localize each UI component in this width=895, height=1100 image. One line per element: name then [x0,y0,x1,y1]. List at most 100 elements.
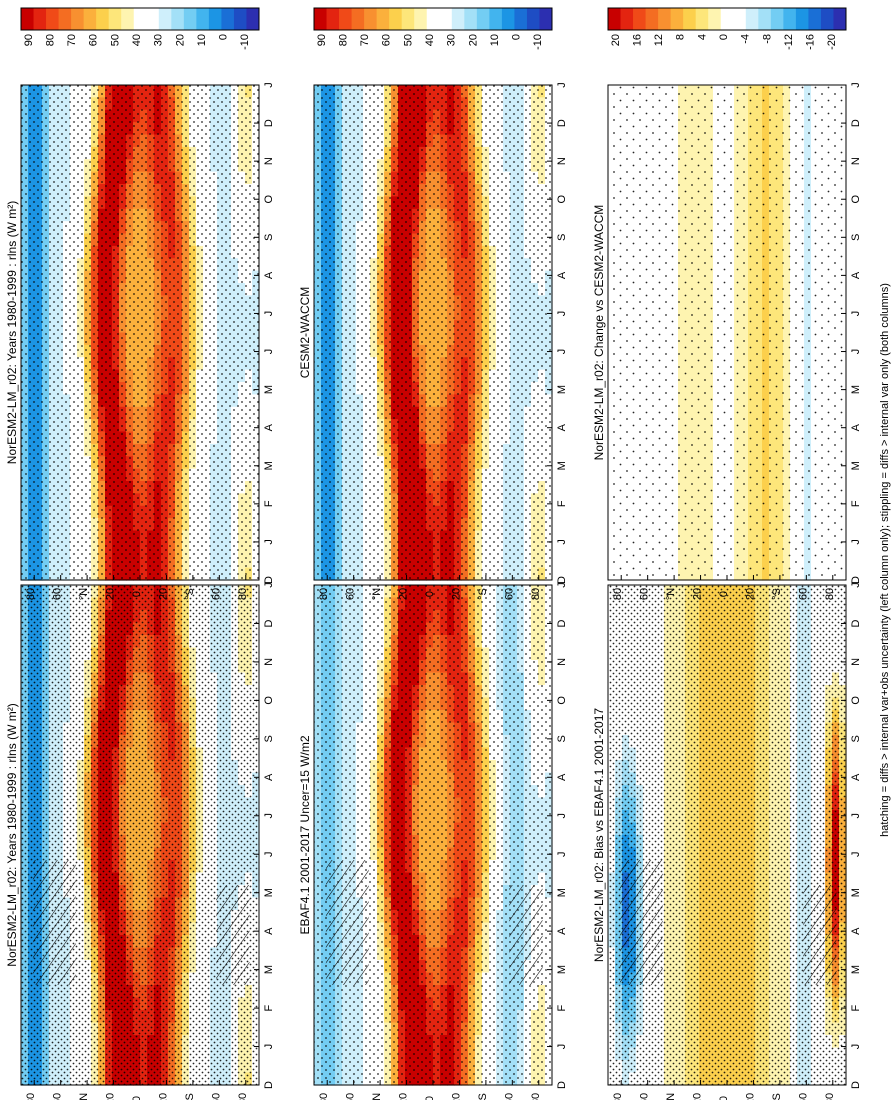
hatch-region [216,885,250,985]
month-tick-label: S [556,735,568,742]
month-tick-label: J [556,582,568,588]
lat-tick-label: 0 [131,1096,143,1100]
panel-title: EBAF4.1 2001-2017 Uncer=15 W/m2 [298,735,312,934]
month-tick-label: J [556,851,568,857]
month-tick-label: A [556,927,568,935]
colorbar-label: 70 [66,34,78,46]
month-tick-label: A [263,773,275,781]
month-tick-label: M [263,965,275,974]
lat-tick-label: 20 [398,1093,410,1100]
colorbar-label: 40 [131,34,143,46]
colorbar-label: -10 [239,34,251,50]
month-tick-label: M [263,461,275,470]
month-tick-label: M [556,888,568,897]
month-tick-label: J [263,582,275,588]
month-tick-label: J [263,1044,275,1050]
panel-p2: 80 60 °N 20 0 20 °S 60 80DJFMAMJJASONDJNorESM2-L… [5,82,275,600]
month-tick-label: N [263,658,275,666]
month-tick-label: M [556,965,568,974]
lat-tick-label: 60 [52,1093,64,1100]
colorbar-swatch [158,8,172,30]
month-tick-label: D [556,1081,568,1089]
colorbar-frame [20,7,260,31]
colorbar-swatch [233,8,247,30]
colorbar-label: 30 [153,34,165,46]
colorbar-label: 90 [23,34,35,46]
lat-tick-label: 60 [210,1093,222,1100]
month-tick-label: D [263,119,275,127]
colorbar-swatch [171,8,185,30]
month-tick-label: A [556,773,568,781]
colorbar-swatch [108,8,122,30]
lat-tick-label: °S [477,1093,489,1100]
lat-tick-label: 20 [105,1093,117,1100]
colorbar-swatch [21,8,35,30]
month-tick-label: J [263,813,275,819]
month-tick-label: J [556,813,568,819]
colorbar-label: 80 [45,34,57,46]
month-tick-label: N [263,157,275,165]
colorbar-swatch [246,8,260,30]
month-tick-label: F [263,1004,275,1011]
month-tick-label: F [263,500,275,507]
colorbar-label: 50 [109,34,121,46]
month-tick-label: A [263,271,275,279]
colorbar-swatch [183,8,197,30]
colorbar-swatch [146,8,160,30]
colorbar-swatch [71,8,85,30]
lat-tick-label: 20 [157,1093,169,1100]
lat-tick-label: 0 [424,1096,436,1100]
lat-tick-label: °N [78,1093,90,1100]
colorbar-swatch [58,8,72,30]
month-tick-label: D [263,1081,275,1089]
month-tick-label: D [556,619,568,627]
hatch-region [325,860,369,985]
month-tick-label: J [263,851,275,857]
month-tick-label: J [263,349,275,355]
lat-tick-label: 60 [52,588,64,600]
panel-p1: 80 60 °N 20 0 20 °S 60 80DJFMAMJJASONDJNorESM2-L… [5,582,275,1100]
stipple-overlay [21,85,259,580]
month-tick-label: M [263,385,275,394]
month-tick-label: J [263,539,275,545]
panel-p4: 80 60 °N 20 0 20 °S 60 80DJFMAMJJASONDJCESM2-WAC… [298,82,568,600]
lat-tick-label: 60 [210,588,222,600]
lat-tick-label: 20 [157,588,169,600]
lat-tick-label: 80 [530,1093,542,1100]
colorbar-swatch [121,8,135,30]
colorbar-label: 60 [88,34,100,46]
stipple-overlay [314,585,552,1085]
month-tick-label: S [263,735,275,742]
lat-tick-label: 60 [345,1093,357,1100]
month-tick-label: D [263,619,275,627]
colorbar-label: 10 [196,34,208,46]
month-tick-label: D [263,576,275,584]
month-tick-label: S [263,234,275,241]
colorbar-swatch [221,8,235,30]
lat-tick-label: 80 [318,1093,330,1100]
lat-tick-label: 80 [237,588,249,600]
colorbar-swatch [208,8,222,30]
month-tick-label: O [556,696,568,705]
panel-title: NorESM2-LM_r02: Years 1980-1999 : rlns (… [5,201,19,464]
lat-tick-label: 60 [503,1093,515,1100]
month-tick-label: N [556,658,568,666]
colorbar-label: 20 [174,34,186,46]
colorbar-swatch [83,8,97,30]
colorbar-swatch [133,8,147,30]
colorbar-label: 0 [218,34,230,40]
lat-tick-label: °N [371,1093,383,1100]
month-tick-label: A [263,927,275,935]
colorbar-swatch [196,8,210,30]
lat-tick-label: 80 [237,1093,249,1100]
month-tick-label: F [556,1004,568,1011]
month-tick-label: O [263,194,275,203]
lat-tick-label: °N [78,588,90,600]
stipple-overlay [21,585,259,1085]
colorbar-swatch [46,8,60,30]
month-tick-label: A [263,423,275,431]
month-tick-label: O [263,696,275,705]
month-tick-label: J [263,311,275,317]
